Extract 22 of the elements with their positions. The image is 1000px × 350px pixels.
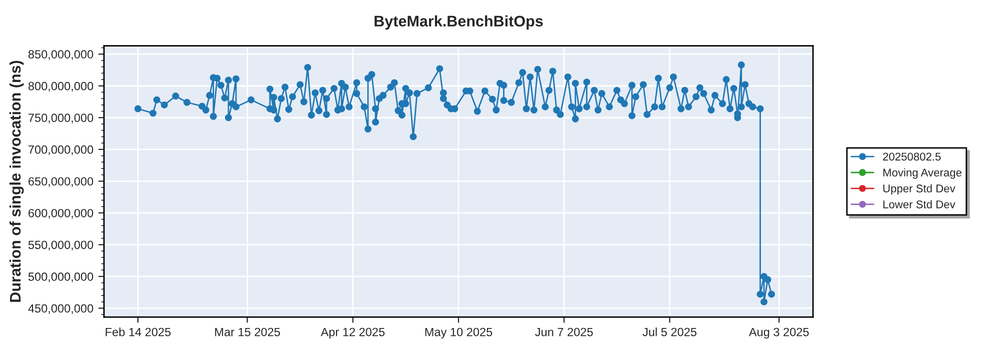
legend-label: Upper Std Dev — [883, 184, 956, 195]
y-tick-label: 500,000,000 — [28, 272, 94, 282]
y-tick-label: 800,000,000 — [28, 82, 94, 92]
x-tick-label: Feb 14 2025 — [106, 328, 171, 336]
y-tick-label: 700,000,000 — [28, 145, 94, 156]
y-tick-label: 450,000,000 — [28, 304, 94, 314]
y-tick-label: 850,000,000 — [28, 50, 94, 60]
y-tick-label: 600,000,000 — [28, 208, 94, 219]
x-tick-label: Mar 15 2025 — [215, 328, 280, 336]
y-tick-label: 650,000,000 — [28, 177, 94, 187]
legend-label: Moving Average — [883, 168, 962, 179]
legend-label: 20250802.5 — [883, 152, 941, 161]
x-tick-label: Apr 12 2025 — [320, 328, 385, 339]
x-tick-label: Aug 3 2025 — [748, 328, 809, 339]
y-axis-title: Duration of single invocation (ns) — [9, 60, 24, 302]
x-tick-label: Jun 7 2025 — [535, 328, 593, 336]
x-tick-label: May 10 2025 — [425, 328, 492, 339]
y-tick-label: 550,000,000 — [28, 240, 94, 250]
y-tick-label: 750,000,000 — [28, 114, 94, 124]
chart-title: ByteMark.BenchBitOps — [374, 15, 543, 30]
x-tick-label: Jul 5 2025 — [642, 328, 696, 336]
legend-label: Lower Std Dev — [883, 200, 956, 208]
